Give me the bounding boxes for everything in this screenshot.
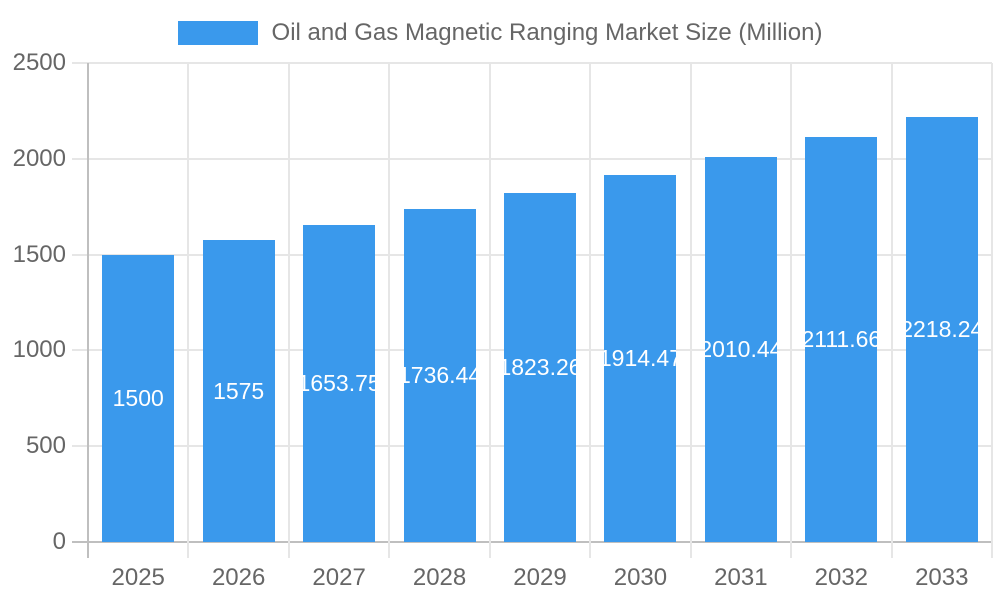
x-tick-label: 2031 (714, 564, 768, 591)
bar: 1575 (202, 240, 275, 542)
bar-value-label: 1914.47 (604, 345, 677, 372)
x-tick-label: 2029 (513, 564, 567, 591)
bar: 2111.66 (805, 137, 878, 542)
x-axis-baseline (72, 541, 992, 543)
legend-label: Oil and Gas Magnetic Ranging Market Size… (271, 19, 823, 46)
legend: Oil and Gas Magnetic Ranging Market Size… (0, 18, 1000, 48)
x-tick-label: 2030 (613, 564, 668, 591)
bar-value-label: 1823.26 (504, 353, 576, 380)
bar-value-label: 1500 (112, 384, 164, 411)
x-gridline (187, 63, 190, 558)
bar: 2010.44 (704, 156, 777, 542)
y-tick-label: 1500 (12, 240, 66, 268)
bar-value-label: 2218.24 (905, 315, 978, 342)
x-tick-label: 2026 (211, 564, 266, 591)
bar-value-label: 2111.66 (805, 326, 878, 353)
y-tick-label: 2500 (12, 49, 66, 76)
x-gridline (287, 63, 290, 558)
x-gridline (589, 63, 592, 558)
bar: 1823.26 (504, 192, 576, 542)
y-gridline (72, 157, 992, 160)
legend-item[interactable]: Oil and Gas Magnetic Ranging Market Size… (177, 19, 823, 47)
legend-swatch (177, 21, 258, 45)
x-tick-label: 2033 (915, 564, 969, 591)
x-gridline (790, 63, 793, 558)
bar-value-label: 1736.44 (403, 362, 476, 389)
x-gridline (388, 63, 391, 558)
bar: 1500 (102, 254, 175, 542)
x-gridline (991, 63, 993, 558)
y-tick-label: 2000 (12, 144, 66, 172)
x-tick-label: 2025 (111, 564, 165, 591)
x-tick-label: 2028 (412, 564, 467, 591)
x-tick-label: 2032 (814, 564, 869, 591)
bar: 1736.44 (403, 209, 476, 542)
y-tick-label: 0 (52, 528, 66, 555)
bar: 1653.75 (303, 225, 376, 542)
bar: 2218.24 (905, 116, 978, 542)
x-tick-label: 2027 (312, 564, 366, 591)
x-gridline (890, 63, 893, 558)
x-gridline (689, 63, 692, 558)
bar-value-label: 1653.75 (303, 370, 376, 397)
y-gridline (72, 62, 992, 64)
y-tick-label: 500 (25, 432, 66, 460)
bar-value-label: 1575 (213, 377, 265, 404)
x-gridline (488, 63, 491, 558)
y-axis-line (87, 63, 89, 558)
bar: 1914.47 (604, 175, 677, 542)
y-tick-label: 1000 (12, 336, 66, 364)
bar-value-label: 2010.44 (704, 335, 777, 362)
